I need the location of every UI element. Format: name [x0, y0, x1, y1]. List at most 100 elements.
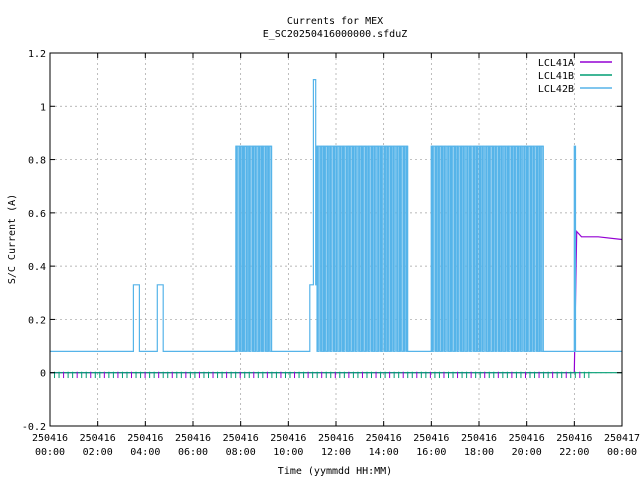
series-lcl42b-pulse — [343, 145, 346, 352]
series-lcl42b-pulse — [390, 145, 393, 352]
series-lcl42b-pulse — [355, 145, 358, 352]
series-lcl42b-pulse — [486, 145, 489, 352]
series-lcl42b-pulse — [506, 145, 509, 352]
series-lcl42b-pulse — [524, 145, 527, 352]
x-tick-label: 250417 — [604, 433, 640, 444]
series-lcl42b-pulse — [481, 145, 484, 352]
x-tick-label: 250416 — [223, 433, 259, 444]
series-lcl42b-pulse — [384, 145, 388, 352]
series-lcl42b-pulse — [381, 145, 384, 352]
x-tick-label: 250416 — [509, 433, 545, 444]
x-tick-label: 08:00 — [226, 447, 256, 458]
series-lcl42b-pulse — [244, 145, 247, 352]
x-tick-label: 250416 — [175, 433, 211, 444]
axis-ticks: 250416 00:00 250416 02:00 250416 04:00 250416 0… — [22, 49, 640, 458]
y-tick-label: 0.2 — [28, 315, 46, 326]
series-lcl42b-pulse — [468, 145, 471, 352]
x-tick-label: 250416 — [32, 433, 68, 444]
series-lcl42b-pulse — [341, 145, 344, 352]
series-lcl42b-pulse — [245, 145, 248, 352]
series-lcl42b-pulse — [510, 145, 513, 352]
series-lcl42b-pulse — [256, 145, 260, 352]
series-lcl42b-pulse — [393, 145, 396, 352]
series-lcl42b-pulse — [520, 145, 523, 352]
x-tick-label: 10:00 — [273, 447, 303, 458]
chart-subtitle: E_SC20250416000000.sfduZ — [263, 29, 408, 40]
series-lcl42b-pulse — [358, 145, 360, 352]
series-lcl42b-pulse — [526, 145, 529, 352]
x-tick-label: 12:00 — [321, 447, 351, 458]
y-tick-label: 0 — [40, 369, 46, 380]
series-lcl42b-pulse — [475, 145, 478, 352]
series-lcl42b-pulse — [265, 145, 269, 352]
series-lcl42b-pulse — [456, 145, 458, 352]
series-lcl42b-pulse — [492, 145, 495, 352]
series-lcl42b-pulse — [329, 145, 331, 352]
y-axis-label: S/C Current (A) — [7, 194, 18, 284]
series-line-lcl42b — [50, 78, 622, 352]
chart-title: Currents for MEX — [287, 16, 383, 27]
series-lcl42b-pulse — [437, 145, 440, 352]
series-lcl42b-pulse — [367, 145, 369, 352]
series-lcl42b-pulse — [317, 145, 320, 352]
series-lcl42b-pulse — [464, 145, 468, 352]
series-lcl42b-pulse — [253, 145, 256, 352]
series-lcl42b-pulse — [373, 145, 376, 352]
series-lcl42b-pulse — [386, 145, 389, 352]
series-lcl42b-pulse — [350, 145, 353, 352]
x-tick-label: 16:00 — [416, 447, 446, 458]
series-lcl42b-pulse — [495, 145, 498, 352]
x-tick-label: 14:00 — [369, 447, 399, 458]
series-lcl42b-pulse — [323, 145, 326, 352]
x-tick-label: 250416 — [80, 433, 116, 444]
series-lcl42b-pulse — [452, 145, 455, 352]
legend-label: LCL41A — [538, 58, 574, 69]
series-lcl42b-pulse — [254, 145, 257, 352]
series-lcl42b-pulse — [260, 145, 263, 352]
series-lcl42b-pulse — [470, 145, 473, 352]
series-lcl42b-pulse — [334, 145, 337, 352]
series-lcl42b-pulse — [466, 145, 469, 352]
series-lcl42b-pulse — [439, 145, 442, 352]
series-lcl42b-pulse — [242, 145, 245, 352]
series-lcl42b-pulse — [352, 145, 355, 352]
series-lcl42b-pulse — [346, 145, 350, 352]
series-lcl42b-pulse — [448, 145, 451, 352]
series-lcl42b-switching-bands — [235, 145, 544, 352]
y-tick-label: 0.4 — [28, 262, 46, 273]
x-tick-label: 250416 — [413, 433, 449, 444]
y-tick-label: 1 — [40, 102, 46, 113]
series-lcl42b-pulse — [523, 145, 526, 352]
series-lcl42b-pulse — [482, 145, 485, 352]
x-axis-label: Time (yymmdd HH:MM) — [278, 466, 392, 477]
series-lcl42b-pulse — [463, 145, 465, 352]
series-lcl42b-pulse — [325, 145, 328, 352]
y-tick-label: 0.8 — [28, 156, 46, 167]
series-lcl42b-pulse — [320, 145, 322, 352]
x-tick-label: 250416 — [318, 433, 354, 444]
legend-label: LCL41B — [538, 71, 574, 82]
x-tick-label: 06:00 — [178, 447, 208, 458]
series-lcl42b-pulse — [251, 145, 254, 352]
series-lcl42b-pulse — [383, 145, 386, 352]
series-lcl42b-pulse — [248, 145, 250, 352]
series-lcl42b-pulse — [519, 145, 522, 352]
series-lcl42b-pulse — [494, 145, 497, 352]
series-lcl42b-pulse — [368, 145, 371, 352]
series-lcl42b-pulse — [240, 145, 243, 352]
x-tick-label: 250416 — [556, 433, 592, 444]
series-lcl42b-pulse — [535, 145, 538, 352]
series-lcl42b-pulse — [239, 145, 241, 352]
x-tick-label: 20:00 — [512, 447, 542, 458]
series-lcl42b-pulse — [392, 145, 395, 352]
series-lcl42b-pulse — [359, 145, 362, 352]
series-lcl42b-pulse — [540, 145, 544, 352]
x-tick-label: 250416 — [366, 433, 402, 444]
series-lcl42b-pulse — [379, 145, 382, 352]
series-lcl42b-pulse — [321, 145, 324, 352]
series-lcl42b-pulse — [444, 145, 447, 352]
x-tick-label: 04:00 — [130, 447, 160, 458]
series-lcl42b-pulse — [450, 145, 453, 352]
legend: LCL41A LCL41B LCL42B — [538, 58, 612, 95]
